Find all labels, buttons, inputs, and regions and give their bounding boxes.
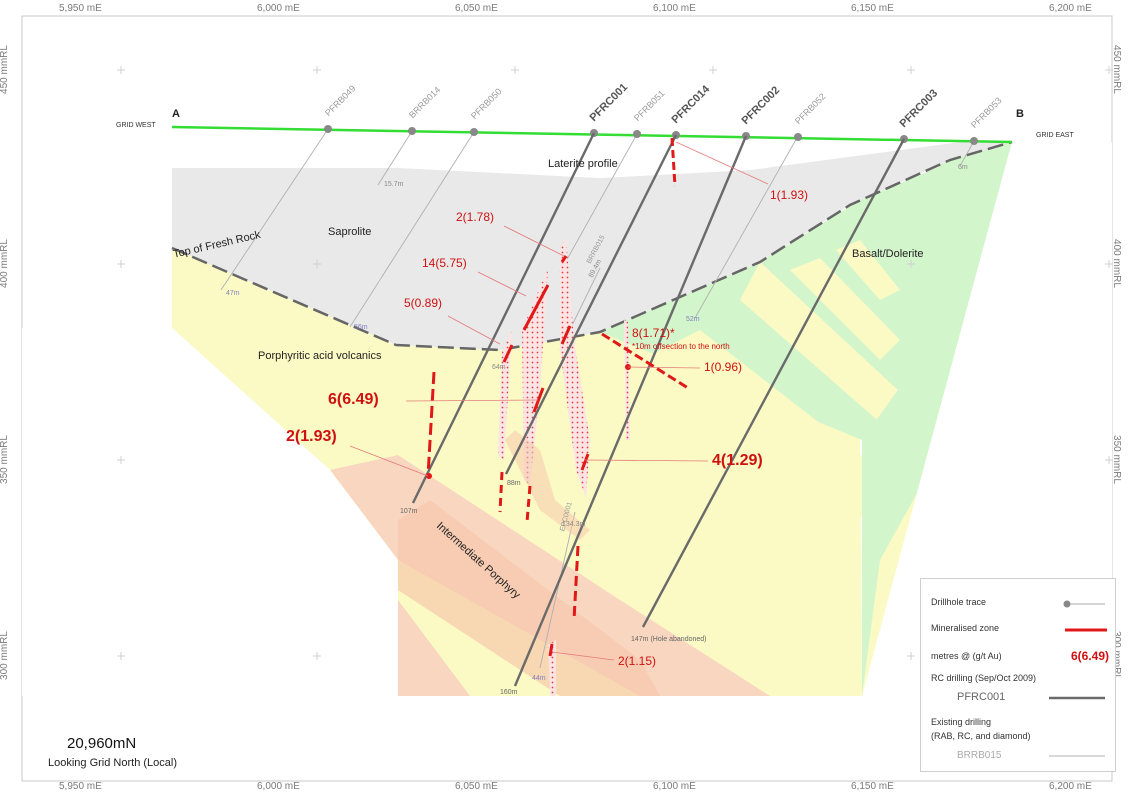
easting-tick: 6,000 mE: [257, 3, 300, 14]
intercept-note: *10m offsection to the north: [632, 342, 730, 351]
intercept-label: 2(1.78): [456, 210, 495, 224]
legend-existing-symbol: [1049, 755, 1105, 757]
intercept-label: 1(0.96): [704, 360, 743, 374]
depth-label: 6m: [958, 164, 968, 171]
rl-tick: 450 mmRL: [0, 45, 10, 94]
northing-label: 20,960mN: [67, 735, 137, 752]
rl-tick: 350 mmRL: [0, 435, 10, 484]
section-end-b: B: [1016, 108, 1024, 120]
volcanics-label: Porphyritic acid volcanics: [258, 350, 382, 362]
view-label: Looking Grid North (Local): [48, 757, 178, 769]
intercept-label: 1(1.93): [770, 188, 809, 202]
legend-zone-label: Mineralised zone: [931, 623, 1000, 633]
rl-tick-right: 400 mmRL: [1110, 239, 1122, 288]
saprolite-unit: [172, 142, 1012, 350]
intercept-label: 2(1.15): [618, 654, 657, 668]
easting-tick-bottom: 6,150 mE: [851, 781, 894, 792]
mineralised-envelope: [498, 330, 512, 460]
legend-rc-label: RC drilling (Sep/Oct 2009): [931, 673, 1037, 683]
section-end-a: A: [172, 108, 180, 120]
rl-tick: 400 mmRL: [0, 239, 10, 288]
legend-existing-sub: (RAB, RC, and diamond): [931, 731, 1031, 741]
legend-existing-example: BRRB015: [957, 750, 1002, 761]
laterite-unit: [172, 128, 1012, 178]
intercept-label: 14(5.75): [422, 256, 467, 270]
easting-tick-bottom: 6,000 mE: [257, 781, 300, 792]
easting-tick: 6,150 mE: [851, 3, 894, 14]
legend-metres-example: 6(6.49): [1071, 649, 1110, 663]
volcanics-band: [740, 262, 900, 440]
grid-crosses: [117, 66, 1113, 660]
easting-tick: 6,050 mE: [455, 3, 498, 14]
rc-drillholes: [411, 132, 906, 687]
intercept-label-large: 4(1.29): [712, 452, 763, 469]
intercept-label-large: 2(1.93): [286, 428, 337, 445]
legend-rc-symbol: [1049, 696, 1105, 700]
easting-tick-bottom: 6,200 mE: [1049, 781, 1092, 792]
depth-label: 56m: [354, 324, 368, 331]
depth-label: 52m: [686, 316, 700, 323]
top-of-fresh-rock-line: [171, 140, 1013, 352]
depth-label: 147m (Hole abandoned): [631, 636, 707, 643]
grid-west-label: GRID WEST: [116, 122, 156, 129]
depth-label: 88m: [507, 480, 521, 487]
depth-label: 160m: [500, 689, 518, 696]
laterite-label: Laterite profile: [548, 158, 618, 170]
easting-tick: 6,100 mE: [653, 3, 696, 14]
intercept-label: 5(0.89): [404, 296, 443, 310]
grid-east-label: GRID EAST: [1036, 132, 1074, 139]
depth-label: 15.7m: [384, 181, 404, 188]
intercept-label-large: 6(6.49): [328, 391, 379, 408]
easting-tick-bottom: 6,050 mE: [455, 781, 498, 792]
legend: Drillhole trace Mineralised zone metres …: [920, 578, 1116, 772]
easting-tick: 6,200 mE: [1049, 3, 1092, 14]
legend-trace-symbol: [1063, 600, 1105, 608]
rl-tick-right: 450 mmRL: [1110, 45, 1122, 94]
basalt-unit: [600, 142, 1010, 696]
legend-existing-label: Existing drilling: [931, 717, 992, 727]
legend-metres-label: metres @ (g/t Au): [931, 651, 1002, 661]
mineralised-intervals: [426, 137, 689, 657]
intercept-label: 8(1.71)*: [632, 326, 675, 340]
legend-trace-label: Drillhole trace: [931, 597, 987, 607]
legend-zone-symbol: [1065, 628, 1107, 632]
legend-rc-example: PFRC001: [957, 691, 1006, 703]
rl-tick-right: 350 mmRL: [1110, 435, 1122, 484]
depth-label: 47m: [226, 290, 240, 297]
saprolite-label: Saprolite: [328, 226, 372, 238]
depth-label: 107m: [400, 508, 418, 515]
intercept-leaders: [349, 141, 769, 661]
basalt-label: Basalt/Dolerite: [852, 248, 924, 260]
easting-tick: 5,950 mE: [59, 3, 102, 14]
easting-tick-bottom: 5,950 mE: [59, 781, 102, 792]
easting-tick-bottom: 6,100 mE: [653, 781, 696, 792]
depth-label: 134.3m: [562, 521, 586, 528]
depth-label: 64m: [492, 364, 506, 371]
rl-tick: 300 mmRL: [0, 631, 10, 680]
depth-label: 44m: [532, 675, 546, 682]
